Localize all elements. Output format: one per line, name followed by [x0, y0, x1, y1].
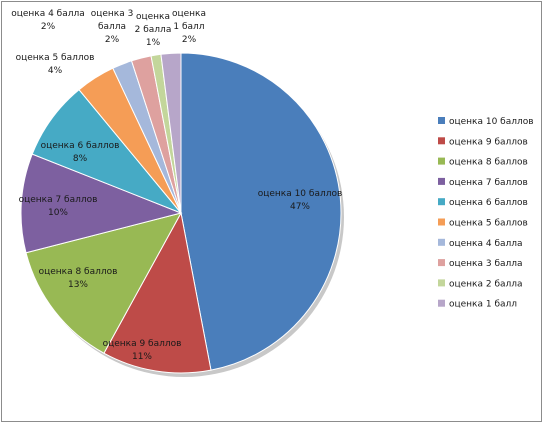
legend-swatch-оценка-9-баллов — [438, 137, 445, 145]
data-labels: оценка 10 баллов 47% оценка 9 баллов 11% оце… — [11, 9, 342, 362]
legend-label-оценка-2-балла: оценка 2 балла — [449, 279, 523, 289]
data-label-оценка-9-баллов: оценка 9 баллов 11% — [103, 339, 182, 362]
legend-label-оценка-5-баллов: оценка 5 баллов — [449, 219, 528, 229]
data-label-оценка-7-баллов: оценка 7 баллов 10% — [19, 195, 98, 218]
pie-slice-оценка-10-баллов — [180, 52, 342, 371]
legend-label-оценка-6-баллов: оценка 6 баллов — [449, 198, 528, 208]
pie-slice-оценка-7-баллов — [20, 153, 183, 254]
data-label-оценка-8-баллов: оценка 8 баллов 13% — [39, 267, 118, 290]
legend-label-оценка-3-балла: оценка 3 балла — [449, 259, 523, 269]
legend-label-оценка-10-баллов: оценка 10 баллов — [449, 117, 534, 127]
legend-swatch-оценка-6-баллов — [438, 198, 445, 206]
pie-slice-оценка-1-балл — [160, 52, 182, 214]
legend-label-оценка-1-балл: оценка 1 балл — [449, 300, 517, 310]
pie-slices — [20, 52, 344, 377]
pie-slice-оценка-9-баллов — [103, 211, 212, 374]
data-label-оценка-6-баллов: оценка 6 баллов 8% — [41, 141, 120, 164]
legend-swatch-оценка-4-балла — [438, 238, 445, 246]
legend-swatch-оценка-2-балла — [438, 279, 445, 287]
legend-label-оценка-8-баллов: оценка 8 баллов — [449, 158, 528, 168]
data-label-оценка-4-балла: оценка 4 балла 2% — [11, 9, 85, 32]
legend-swatch-оценка-1-балл — [438, 299, 445, 307]
legend-swatch-оценка-3-балла — [438, 259, 445, 267]
data-label-оценка-1-балл: оценка 1 балл 2% — [172, 9, 206, 45]
data-label-оценка-5-баллов: оценка 5 баллов 4% — [16, 53, 95, 76]
legend-label-оценка-7-баллов: оценка 7 баллов — [449, 178, 528, 188]
legend: оценка 10 баллов оценка 9 баллов оценка 8 … — [438, 117, 534, 310]
legend-swatch-оценка-7-баллов — [438, 177, 445, 185]
data-label-оценка-10-баллов: оценка 10 баллов 47% — [258, 189, 343, 212]
legend-swatch-оценка-8-баллов — [438, 157, 445, 165]
legend-swatch-оценка-10-баллов — [438, 117, 445, 124]
data-label-оценка-2-балла: оценка 2 балла 1% — [135, 12, 172, 48]
data-label-оценка-3-балла: оценка 3 балла 2% — [91, 9, 134, 45]
legend-label-оценка-9-баллов: оценка 9 баллов — [449, 137, 528, 147]
pie-slice-оценка-8-баллов — [25, 212, 182, 354]
legend-label-оценка-4-балла: оценка 4 балла — [449, 239, 523, 249]
legend-swatch-оценка-5-баллов — [438, 218, 445, 226]
